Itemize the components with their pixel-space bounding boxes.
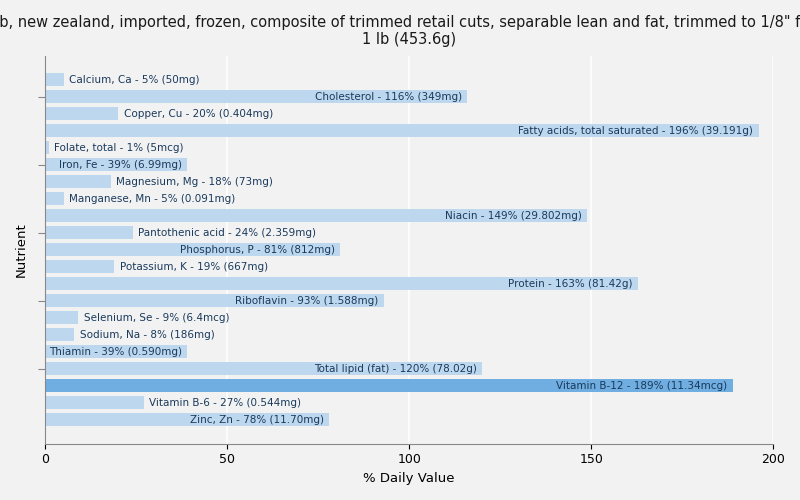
Bar xyxy=(46,90,467,103)
Text: Riboflavin - 93% (1.588mg): Riboflavin - 93% (1.588mg) xyxy=(235,296,378,306)
X-axis label: % Daily Value: % Daily Value xyxy=(363,472,455,485)
Bar xyxy=(46,141,49,154)
Text: Cholesterol - 116% (349mg): Cholesterol - 116% (349mg) xyxy=(315,92,462,102)
Text: Protein - 163% (81.42g): Protein - 163% (81.42g) xyxy=(509,278,633,288)
Bar xyxy=(46,107,118,120)
Text: Phosphorus, P - 81% (812mg): Phosphorus, P - 81% (812mg) xyxy=(180,244,334,254)
Text: Folate, total - 1% (5mcg): Folate, total - 1% (5mcg) xyxy=(54,142,184,152)
Bar xyxy=(46,396,144,409)
Text: Iron, Fe - 39% (6.99mg): Iron, Fe - 39% (6.99mg) xyxy=(59,160,182,170)
Bar xyxy=(46,380,733,392)
Bar xyxy=(46,73,63,86)
Text: Selenium, Se - 9% (6.4mcg): Selenium, Se - 9% (6.4mcg) xyxy=(83,312,229,322)
Bar xyxy=(46,414,329,426)
Text: Manganese, Mn - 5% (0.091mg): Manganese, Mn - 5% (0.091mg) xyxy=(69,194,235,203)
Bar xyxy=(46,158,187,171)
Text: Copper, Cu - 20% (0.404mg): Copper, Cu - 20% (0.404mg) xyxy=(123,108,273,118)
Text: Pantothenic acid - 24% (2.359mg): Pantothenic acid - 24% (2.359mg) xyxy=(138,228,316,237)
Text: Vitamin B-6 - 27% (0.544mg): Vitamin B-6 - 27% (0.544mg) xyxy=(149,398,301,407)
Bar xyxy=(46,209,587,222)
Y-axis label: Nutrient: Nutrient xyxy=(15,222,28,277)
Title: Lamb, new zealand, imported, frozen, composite of trimmed retail cuts, separable: Lamb, new zealand, imported, frozen, com… xyxy=(0,15,800,48)
Text: Magnesium, Mg - 18% (73mg): Magnesium, Mg - 18% (73mg) xyxy=(116,176,273,186)
Bar xyxy=(46,346,187,358)
Text: Thiamin - 39% (0.590mg): Thiamin - 39% (0.590mg) xyxy=(49,346,182,356)
Bar xyxy=(46,124,758,137)
Bar xyxy=(46,362,482,375)
Text: Potassium, K - 19% (667mg): Potassium, K - 19% (667mg) xyxy=(120,262,268,272)
Bar xyxy=(46,294,384,307)
Bar xyxy=(46,243,340,256)
Text: Sodium, Na - 8% (186mg): Sodium, Na - 8% (186mg) xyxy=(80,330,214,340)
Bar xyxy=(46,278,638,290)
Bar xyxy=(46,175,111,188)
Bar xyxy=(46,328,74,341)
Text: Fatty acids, total saturated - 196% (39.191g): Fatty acids, total saturated - 196% (39.… xyxy=(518,126,753,136)
Text: Zinc, Zn - 78% (11.70mg): Zinc, Zn - 78% (11.70mg) xyxy=(190,414,324,424)
Bar xyxy=(46,260,114,273)
Text: Niacin - 149% (29.802mg): Niacin - 149% (29.802mg) xyxy=(445,210,582,220)
Text: Total lipid (fat) - 120% (78.02g): Total lipid (fat) - 120% (78.02g) xyxy=(314,364,477,374)
Bar xyxy=(46,312,78,324)
Bar xyxy=(46,226,133,239)
Bar xyxy=(46,192,63,205)
Text: Vitamin B-12 - 189% (11.34mcg): Vitamin B-12 - 189% (11.34mcg) xyxy=(557,380,727,390)
Text: Calcium, Ca - 5% (50mg): Calcium, Ca - 5% (50mg) xyxy=(69,74,199,85)
